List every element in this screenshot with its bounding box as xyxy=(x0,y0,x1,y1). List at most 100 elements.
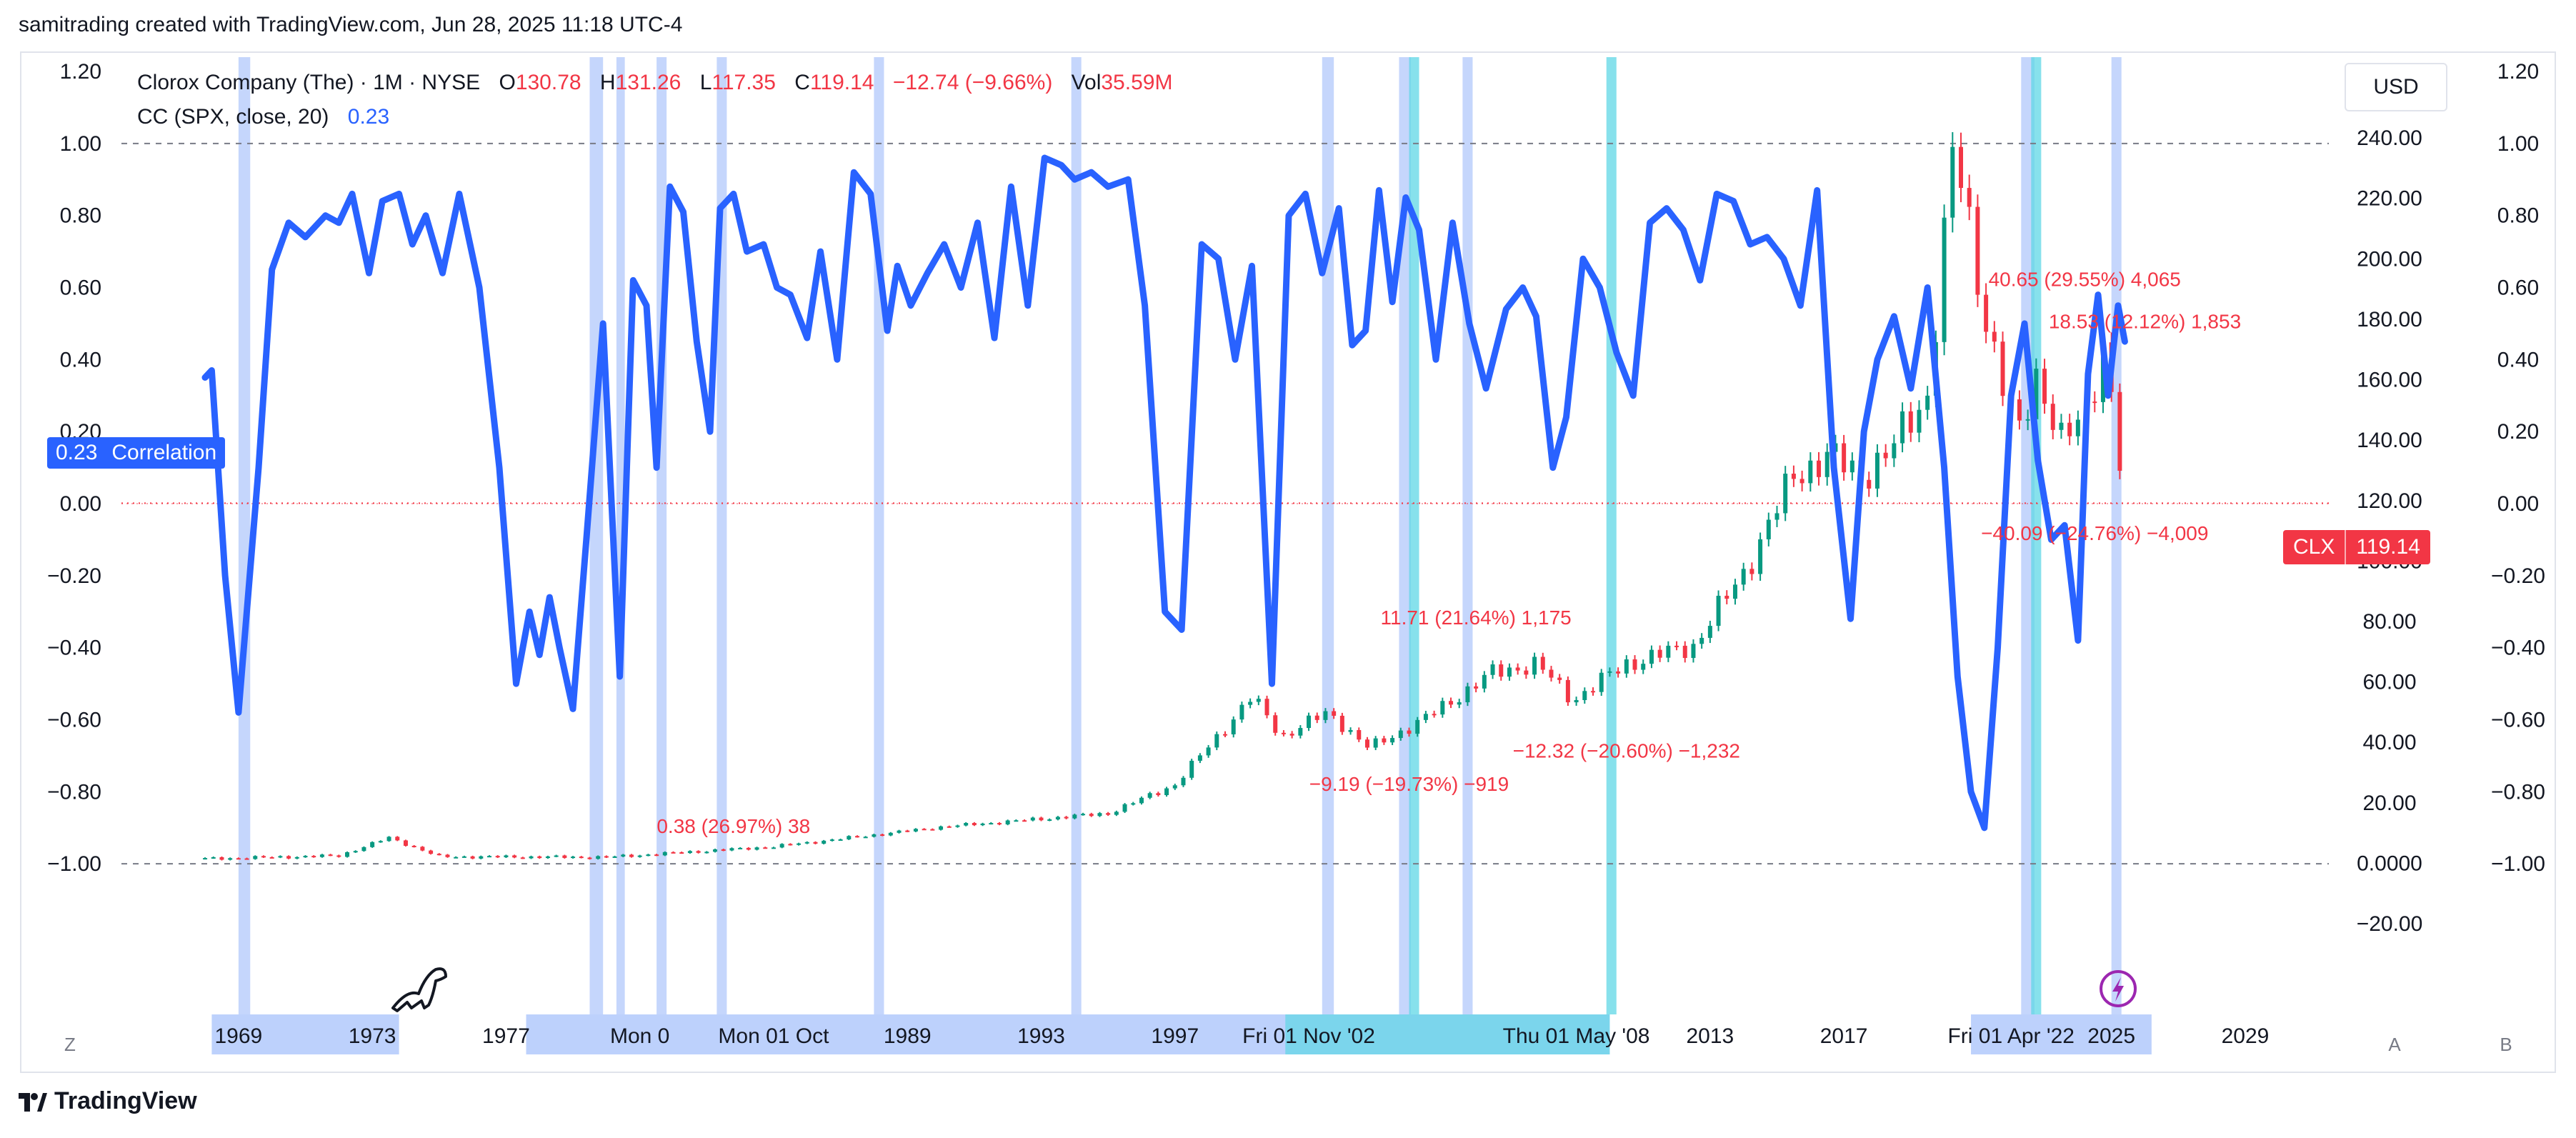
candle-body xyxy=(2000,341,2005,396)
candle-body xyxy=(378,841,383,843)
candle-body xyxy=(1917,409,1922,433)
candle-body xyxy=(1449,701,1454,705)
candle-body xyxy=(662,852,667,856)
candle-body xyxy=(1749,569,1754,574)
candle-body xyxy=(1716,595,1721,627)
candle-body xyxy=(236,858,241,860)
candle-body xyxy=(336,855,341,857)
currency-button[interactable]: USD xyxy=(2345,63,2447,111)
candle-body xyxy=(1122,804,1127,812)
candle-body xyxy=(370,842,375,847)
candle-body xyxy=(353,851,358,853)
price-range-label: 18.53 (12.12%) 1,853 xyxy=(2049,311,2241,333)
candle-body xyxy=(654,854,659,857)
candle-body xyxy=(1273,715,1278,733)
tradingview-brand[interactable]: TradingView xyxy=(19,1087,197,1115)
time-axis-tick-label: 1997 xyxy=(1151,1024,1199,1048)
candle-body xyxy=(1364,739,1369,748)
candle-body xyxy=(930,829,935,831)
candle-body xyxy=(1499,664,1504,677)
candle-body xyxy=(1047,819,1052,822)
candle-body xyxy=(671,852,676,854)
candle-body xyxy=(797,843,802,845)
candle-body xyxy=(872,834,877,837)
candle-body xyxy=(1407,730,1412,734)
candle-body xyxy=(1415,719,1420,734)
candle-body xyxy=(1390,738,1395,743)
time-axis-tick-label: 2025 xyxy=(2087,1024,2135,1048)
left-axis-tick-label: −0.40 xyxy=(47,637,101,660)
candle-body xyxy=(1699,637,1704,644)
candle-body xyxy=(1239,704,1244,720)
right-corr-tick-label: −0.40 xyxy=(2491,637,2545,660)
candle-body xyxy=(704,852,709,854)
candle-body xyxy=(395,837,400,841)
candle-body xyxy=(779,844,784,848)
candle-body xyxy=(1039,817,1044,821)
left-axis-tick-label: 0.60 xyxy=(60,276,101,300)
time-axis-tick-label: 1989 xyxy=(884,1024,932,1048)
candle-body xyxy=(1332,711,1337,716)
legend-high-label: H xyxy=(599,71,616,94)
candle-body xyxy=(1707,626,1712,638)
candle-body xyxy=(1248,702,1253,705)
right-corr-tick-label: 0.80 xyxy=(2497,204,2539,228)
left-axis-tick-label: −1.00 xyxy=(47,852,101,876)
candle-body xyxy=(972,822,977,826)
scale-b-button[interactable]: B xyxy=(2500,1034,2512,1055)
legend-close-label: C xyxy=(794,71,810,94)
candle-body xyxy=(637,855,642,857)
candle-body xyxy=(429,850,434,854)
candle-body xyxy=(1457,702,1462,705)
candle-body xyxy=(1281,732,1286,734)
candle-body xyxy=(2025,419,2030,421)
candle-body xyxy=(1172,785,1177,789)
highlight-band xyxy=(589,57,604,1014)
candle-body xyxy=(738,847,743,849)
candle-body xyxy=(913,829,918,832)
candle-body xyxy=(1206,747,1211,756)
candle-body xyxy=(1892,443,1897,459)
candle-body xyxy=(1774,513,1779,520)
candle-body xyxy=(880,834,885,837)
candle-body xyxy=(211,857,216,859)
right-corr-tick-label: 0.60 xyxy=(2497,276,2539,300)
highlight-band xyxy=(1606,57,1617,1014)
price-range-label: −12.32 (−20.60%) −1,232 xyxy=(1513,739,1740,762)
candle-body xyxy=(1524,670,1529,675)
legend-symbol-row[interactable]: Clorox Company (The) · 1M · NYSE O130.78… xyxy=(137,66,1172,100)
candle-body xyxy=(612,856,617,858)
time-axis-tick-label: 2017 xyxy=(1820,1024,1868,1048)
candle-body xyxy=(679,852,684,854)
price-axis-tick-label: 0.0000 xyxy=(2357,852,2422,875)
candle-body xyxy=(1264,699,1269,716)
price-axis-tick-label: 220.00 xyxy=(2357,187,2422,211)
candle-body xyxy=(771,847,776,849)
left-axis-tick-label: 1.20 xyxy=(60,60,101,84)
right-corr-tick-label: 0.00 xyxy=(2497,492,2539,516)
auto-scale-button[interactable]: A xyxy=(2388,1034,2401,1055)
zoom-z-button[interactable]: Z xyxy=(64,1034,76,1055)
candle-body xyxy=(529,856,534,859)
time-axis-tick-label: Thu 01 May '08 xyxy=(1503,1024,1650,1048)
candle-body xyxy=(596,856,601,859)
candle-body xyxy=(1574,700,1579,703)
candle-body xyxy=(1599,672,1604,692)
right-corr-tick-label: −0.60 xyxy=(2491,709,2545,732)
right-corr-tick-label: 1.20 xyxy=(2497,60,2539,84)
candle-body xyxy=(1323,711,1328,720)
highlight-band xyxy=(2031,57,2042,1014)
candle-body xyxy=(1348,729,1353,732)
candle-body xyxy=(2075,419,2080,436)
candle-body xyxy=(1732,584,1737,599)
candle-body xyxy=(328,854,333,857)
candle-body xyxy=(345,852,350,857)
lightning-icon-bolt xyxy=(2112,977,2125,1002)
legend-indicator-row[interactable]: CC (SPX, close, 20) 0.23 xyxy=(137,100,1172,134)
correlation-axis-tag: 0.23 Correlation xyxy=(47,437,226,469)
time-axis-tick-label: 1977 xyxy=(482,1024,530,1048)
price-range-label: −9.19 (−19.73%) −919 xyxy=(1309,773,1509,795)
candle-body xyxy=(1289,734,1294,736)
candle-body xyxy=(303,856,308,858)
